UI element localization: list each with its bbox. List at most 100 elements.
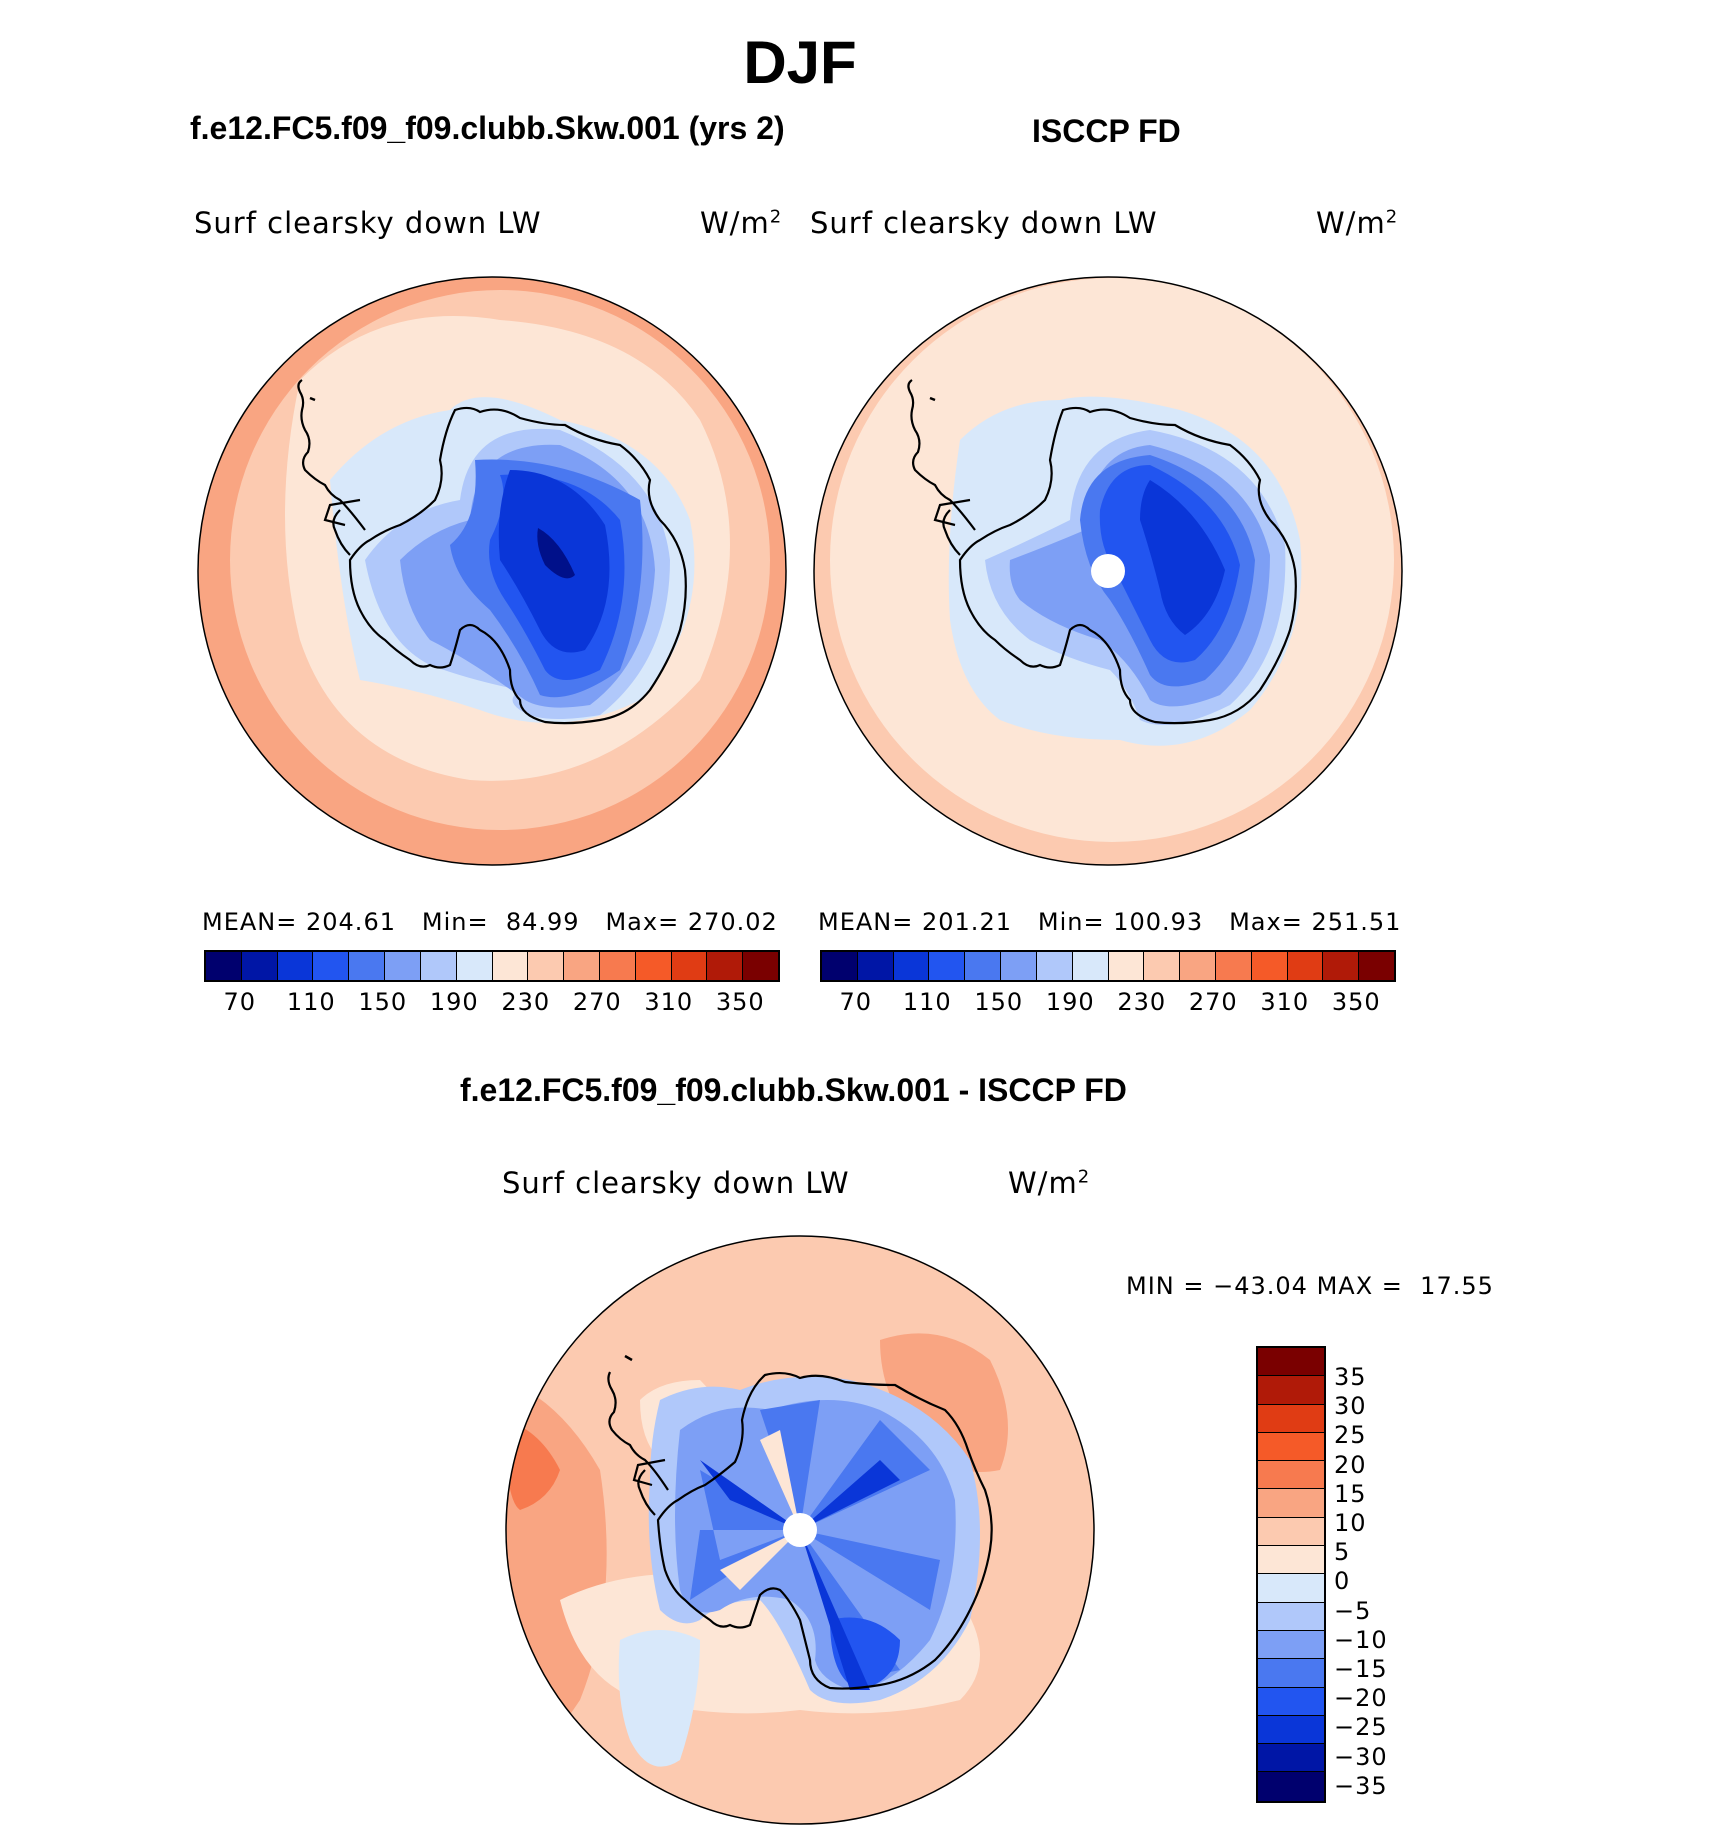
colorbar-tick-label: 270 (572, 988, 622, 1016)
colorbar-swatch (1258, 1574, 1324, 1603)
colorbar-tick-label: 190 (429, 988, 479, 1016)
colorbar-tick-label: 25 (1334, 1421, 1367, 1450)
colorbar-tick-label: −5 (1334, 1596, 1372, 1625)
colorbar-swatch (1036, 952, 1073, 980)
colorbar-swatch (1258, 1376, 1324, 1405)
colorbar-swatch (1258, 1348, 1324, 1377)
colorbar-swatch (528, 952, 565, 980)
figure-title: DJF (743, 29, 857, 96)
colorbar-swatch (1258, 1772, 1324, 1801)
panel-1-units: W/m2 (700, 206, 783, 240)
colorbar-swatch (1108, 952, 1145, 980)
colorbar-swatch (1001, 952, 1037, 980)
colorbar-tick-label: 15 (1334, 1479, 1367, 1508)
panel-3-units: W/m2 (1008, 1166, 1091, 1200)
colorbar-swatch (1359, 952, 1394, 980)
colorbar-swatch (1144, 952, 1181, 980)
colorbar-swatch (1258, 1432, 1324, 1462)
panel-3-stats: MIN = −43.04 MAX = 17.55 (1126, 1272, 1494, 1300)
colorbar-swatch (349, 952, 386, 980)
colorbar-tick-label: 5 (1334, 1538, 1351, 1567)
colorbar-swatch (1251, 952, 1288, 980)
colorbar-tick-label: 230 (1117, 988, 1167, 1016)
panel-3-variable: Surf clearsky down LW (502, 1166, 850, 1200)
colorbar-swatch (635, 952, 672, 980)
colorbar-tick-label: 20 (1334, 1450, 1367, 1479)
colorbar-swatch (1258, 1687, 1324, 1716)
map-model (198, 277, 786, 865)
colorbar-swatch (385, 952, 421, 980)
colorbar-tick-label: 150 (974, 988, 1024, 1016)
panel-3-title: f.e12.FC5.f09_f09.clubb.Skw.001 - ISCCP … (460, 1072, 1127, 1108)
panel-1-variable: Surf clearsky down LW (194, 206, 542, 240)
panel-2-stats: MEAN= 201.21 Min= 100.93 Max= 251.51 (818, 908, 1402, 936)
colorbar-swatch (420, 952, 457, 980)
panel-1-stats: MEAN= 204.61 Min= 84.99 Max= 270.02 (202, 908, 778, 936)
colorbar-swatch (822, 952, 858, 980)
colorbar-swatch (893, 952, 930, 980)
colorbar-swatch (313, 952, 350, 980)
colorbar-swatch (277, 952, 314, 980)
colorbar-tick-label: 10 (1334, 1509, 1367, 1537)
colorbar-swatch (965, 952, 1002, 980)
colorbar-tick-label: 110 (902, 988, 952, 1016)
colorbar-swatch (456, 952, 493, 980)
colorbar-swatch (1258, 1630, 1324, 1660)
colorbar-tick-label: 350 (715, 988, 765, 1016)
colorbar-swatch (564, 952, 600, 980)
colorbar-tick-label: −30 (1334, 1742, 1388, 1771)
colorbar-tick-label: 230 (501, 988, 551, 1016)
colorbar-swatch (1323, 952, 1360, 980)
colorbar-swatch (929, 952, 966, 980)
colorbar-swatch (599, 952, 636, 980)
colorbar-tick-label: 270 (1188, 988, 1238, 1016)
colorbar-swatch (1258, 1659, 1324, 1688)
colorbar-tick-label: 310 (1260, 988, 1310, 1016)
colorbar-tick-label: −25 (1334, 1713, 1388, 1742)
colorbar-difference (1256, 1346, 1326, 1803)
colorbar-swatch (241, 952, 278, 980)
colorbar-tick-label: 0 (1334, 1567, 1351, 1596)
colorbar-swatch (1287, 952, 1324, 980)
colorbar-swatch (1258, 1461, 1324, 1490)
map-difference (506, 1236, 1094, 1824)
colorbar-tick-label: −35 (1334, 1771, 1388, 1800)
colorbar-swatch (1180, 952, 1216, 980)
colorbar-swatch (1258, 1404, 1324, 1433)
colorbar-swatch (1072, 952, 1109, 980)
colorbar-swatch (1258, 1744, 1324, 1773)
colorbar-model (204, 950, 780, 982)
panel-1-title: f.e12.FC5.f09_f09.clubb.Skw.001 (yrs 2) (190, 110, 785, 146)
colorbar-swatch (743, 952, 778, 980)
colorbar-obs (820, 950, 1396, 982)
panel-2-title: ISCCP FD (1032, 113, 1181, 149)
colorbar-swatch (1258, 1546, 1324, 1575)
colorbar-tick-label: 110 (286, 988, 336, 1016)
panel-2-units: W/m2 (1316, 206, 1399, 240)
colorbar-obs-labels: 70 110 150 190 230 270 310 350 (820, 988, 1392, 1018)
colorbar-swatch (857, 952, 894, 980)
colorbar-swatch (1215, 952, 1252, 980)
colorbar-tick-label: 70 (223, 988, 257, 1016)
colorbar-tick-label: −10 (1334, 1625, 1388, 1654)
colorbar-swatch (1258, 1489, 1324, 1518)
colorbar-tick-label: 35 (1334, 1363, 1367, 1391)
colorbar-swatch (1258, 1517, 1324, 1547)
colorbar-tick-label: 30 (1334, 1392, 1367, 1421)
panel-2-variable: Surf clearsky down LW (810, 206, 1158, 240)
colorbar-tick-label: −20 (1334, 1684, 1388, 1713)
colorbar-difference-labels: 35 30 25 20 15 10 5 0 −5 −10 −15 −20 −25 −30 −35 (1334, 1346, 1454, 1806)
colorbar-tick-label: 150 (358, 988, 408, 1016)
colorbar-model-labels: 70 110 150 190 230 270 310 350 (204, 988, 776, 1018)
colorbar-swatch (206, 952, 242, 980)
colorbar-tick-label: 70 (839, 988, 873, 1016)
map-obs (814, 277, 1402, 865)
colorbar-tick-label: −15 (1334, 1655, 1388, 1683)
colorbar-swatch (671, 952, 708, 980)
colorbar-tick-label: 350 (1331, 988, 1381, 1016)
colorbar-swatch (1258, 1602, 1324, 1631)
colorbar-tick-label: 190 (1045, 988, 1095, 1016)
colorbar-swatch (492, 952, 529, 980)
colorbar-swatch (707, 952, 744, 980)
